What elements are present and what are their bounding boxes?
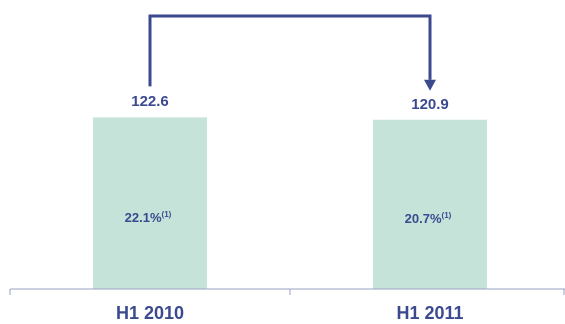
change-arrow-head <box>424 79 436 91</box>
footnote-marker: (1) <box>441 211 452 221</box>
category-label-h1-2010: H1 2010 <box>115 303 185 323</box>
category-label-h1-2011: H1 2011 <box>396 303 464 323</box>
share-label-h1-2011: 20.7%(1) <box>405 211 452 226</box>
bar-h1-2011 <box>373 119 487 290</box>
footnote-marker: (1) <box>161 210 172 220</box>
value-label-h1-2010: 122.6 <box>131 93 169 111</box>
share-value: 22.1% <box>124 210 162 226</box>
change-arrow-line <box>148 14 432 87</box>
share-label-h1-2010: 22.1%(1) <box>125 210 172 225</box>
share-value: 20.7% <box>404 211 442 227</box>
value-label-h1-2011: 120.9 <box>411 95 449 113</box>
bar-h1-2010 <box>93 117 207 289</box>
